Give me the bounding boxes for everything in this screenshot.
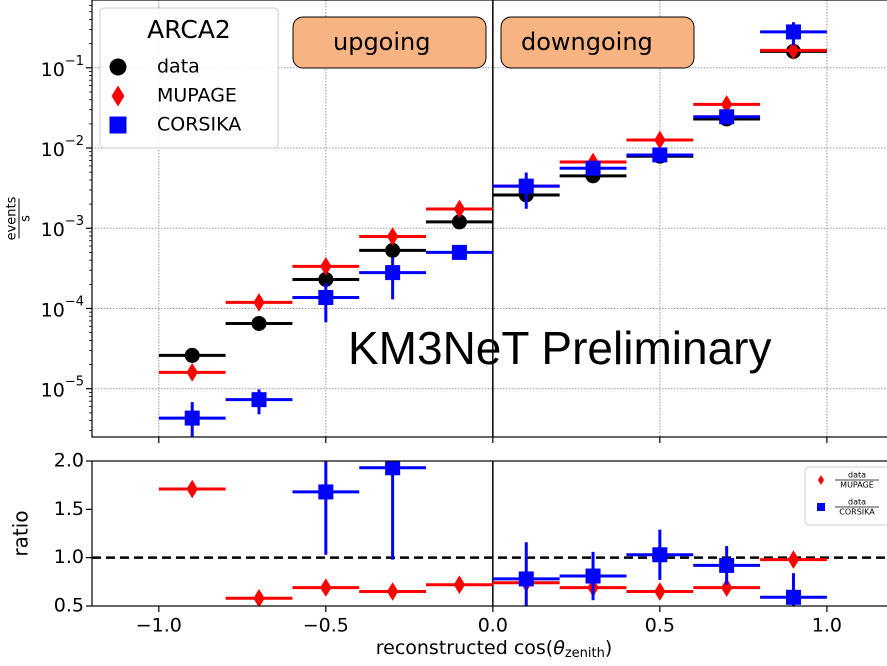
plot-frame	[91, 0, 887, 438]
y-tick-base: 10	[41, 219, 65, 241]
x-tick-label: −0.5	[303, 615, 349, 637]
marker	[518, 571, 534, 587]
y-tick-base: 10	[41, 58, 65, 80]
x-tick-label: 0.5	[645, 615, 675, 637]
marker	[386, 582, 399, 601]
plot-frame	[91, 460, 887, 607]
marker	[184, 347, 200, 363]
x-label-part: )	[605, 637, 612, 659]
marker	[518, 178, 534, 194]
y-tick-exponent: −1	[65, 53, 84, 68]
legend-numerator: data	[848, 471, 866, 480]
legend-numerator: data	[848, 498, 866, 507]
marker	[451, 214, 467, 230]
marker	[453, 199, 466, 219]
marker	[451, 244, 467, 260]
marker	[585, 160, 601, 176]
marker	[251, 392, 267, 408]
marker	[253, 293, 265, 312]
y-tick-base: 10	[41, 139, 65, 161]
y-tick-label: 10−3	[41, 214, 84, 241]
marker	[320, 257, 332, 276]
marker	[251, 315, 267, 331]
marker	[720, 95, 733, 114]
marker	[787, 41, 800, 60]
y-tick-label: 1.5	[54, 498, 84, 520]
x-tick-label: −1.0	[136, 615, 182, 637]
marker	[654, 130, 666, 150]
y-tick-exponent: −5	[65, 374, 84, 389]
y-label-numerator: events	[5, 196, 20, 240]
legend-marker	[111, 85, 125, 107]
region-box	[292, 16, 487, 69]
marker	[720, 578, 733, 597]
region-box	[500, 16, 695, 69]
watermark: KM3NeT Preliminary	[348, 322, 771, 374]
marker	[652, 547, 668, 563]
y-tick-base: 10	[41, 379, 65, 401]
y-tick-label: 10−1	[41, 53, 84, 80]
marker	[253, 588, 265, 606]
legend-marker	[109, 58, 127, 76]
marker	[318, 271, 334, 287]
legend-denominator: CORSIKA	[839, 508, 875, 517]
marker	[654, 582, 666, 601]
y-tick-label: 10−2	[41, 134, 84, 161]
legend-label: MUPAGE	[157, 85, 237, 107]
x-label-part: reconstructed cos(	[376, 637, 553, 659]
region-label: downgoing	[521, 28, 653, 56]
y-tick-label: 10−5	[41, 374, 84, 401]
y-label-denominator: s	[19, 215, 34, 222]
marker	[719, 557, 735, 573]
marker	[186, 479, 198, 499]
marker	[318, 290, 334, 306]
y-axis-label: ratio	[9, 510, 33, 556]
marker	[318, 484, 334, 500]
y-tick-exponent: −3	[65, 214, 84, 229]
marker	[385, 265, 401, 281]
x-tick-label: 1.0	[812, 615, 842, 637]
y-tick-base: 10	[41, 299, 65, 321]
legend-marker	[109, 116, 127, 134]
marker	[320, 578, 332, 597]
y-tick-label: 2.0	[54, 450, 84, 472]
y-tick-label: 10−4	[41, 294, 84, 321]
marker	[785, 589, 801, 605]
marker	[386, 227, 399, 246]
y-tick-label: 1.0	[54, 546, 84, 568]
marker	[585, 568, 601, 584]
marker	[453, 575, 466, 595]
legend-box	[99, 7, 279, 149]
x-axis-label: reconstructed cos(θzenith)	[376, 637, 613, 661]
x-label-part: θ	[553, 637, 565, 659]
marker	[719, 109, 735, 125]
marker	[787, 550, 800, 569]
legend-marker	[817, 475, 825, 485]
region-label: upgoing	[333, 28, 430, 56]
legend-title: ARCA2	[147, 15, 231, 44]
y-tick-exponent: −4	[65, 294, 84, 309]
legend-marker	[817, 503, 825, 511]
marker	[184, 410, 200, 426]
x-tick-label: 0.0	[478, 615, 508, 637]
marker	[652, 147, 668, 163]
y-tick-exponent: −2	[65, 134, 84, 149]
legend-label: data	[157, 56, 200, 78]
legend-denominator: MUPAGE	[840, 481, 874, 490]
marker	[186, 363, 198, 382]
legend-box	[804, 466, 887, 526]
y-axis-label: events s	[5, 196, 34, 240]
legend-label: CORSIKA	[157, 114, 241, 136]
marker	[452, 415, 467, 430]
marker	[785, 24, 801, 40]
x-label-part: zenith	[565, 646, 605, 661]
y-tick-label: 0.5	[54, 595, 84, 617]
marker	[385, 242, 401, 258]
marker	[385, 461, 401, 476]
